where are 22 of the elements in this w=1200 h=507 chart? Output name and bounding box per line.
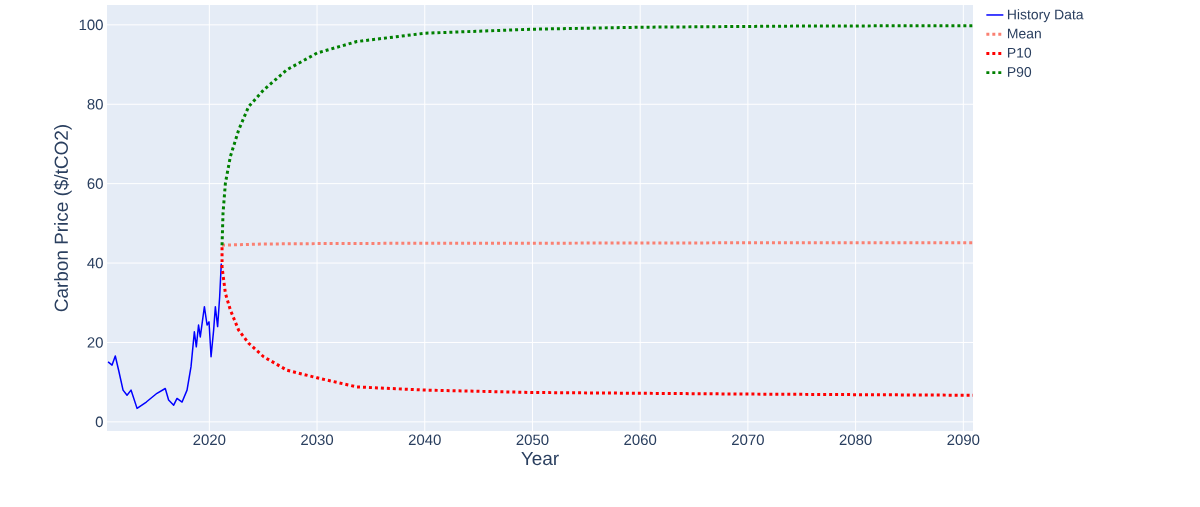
x-tick-label: 2050 [516, 434, 549, 446]
y-tick-label: 80 [87, 98, 103, 110]
legend-label: P10 [1007, 47, 1032, 58]
x-tick-label: 2090 [947, 434, 980, 446]
legend-label: History Data [1007, 9, 1084, 23]
x-tick-label: 2070 [732, 434, 764, 446]
legend-label: Mean [1007, 28, 1041, 39]
y-tick-label: 20 [87, 337, 103, 348]
y-axis-title: Carbon Price ($/tCO2) [53, 125, 72, 312]
x-axis-title: Year [521, 451, 559, 466]
x-tick-label: 2020 [193, 434, 226, 446]
x-tick-label: 2040 [408, 434, 441, 446]
x-tick-label: 2030 [301, 434, 334, 446]
y-tick-label: 100 [79, 19, 103, 31]
x-tick-label: 2060 [624, 434, 657, 446]
y-tick-label: 60 [87, 178, 103, 189]
legend-label: P90 [1007, 67, 1032, 77]
y-tick-label: 0 [95, 416, 103, 428]
line-series [220, 24, 974, 247]
y-tick-label: 40 [87, 257, 103, 269]
line-series [107, 262, 223, 410]
x-tick-label: 2080 [839, 434, 872, 446]
